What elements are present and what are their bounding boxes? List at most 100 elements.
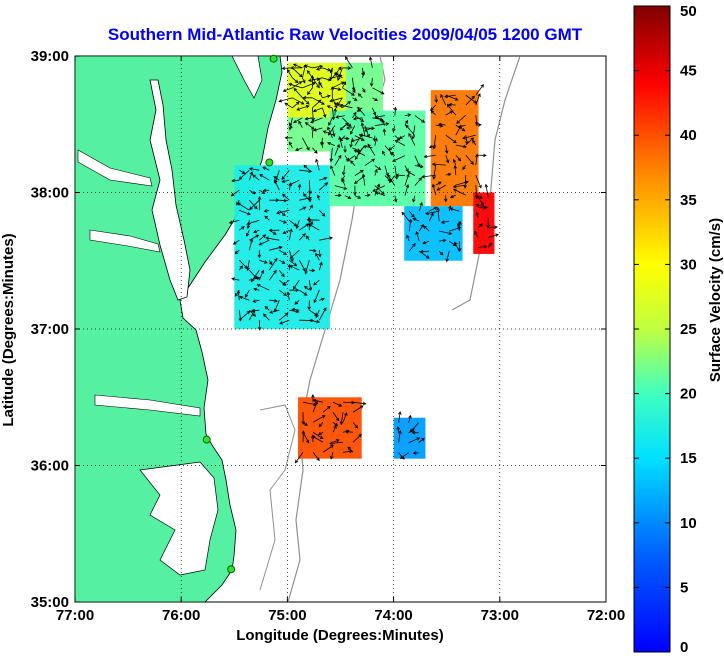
velocity-arrowhead (337, 102, 341, 106)
velocity-arrow (358, 93, 363, 99)
velocity-arrow (453, 184, 466, 188)
velocity-arrowhead (307, 306, 311, 311)
velocity-arrowhead (371, 126, 376, 131)
colorbar-tick-label: 10 (680, 515, 697, 532)
velocity-arrowhead (437, 181, 442, 185)
velocity-arrowhead (412, 451, 417, 455)
velocity-arrowhead (316, 457, 320, 462)
velocity-arrow (269, 299, 278, 302)
velocity-arrowhead (281, 273, 285, 278)
velocity-arrowhead (381, 119, 385, 124)
velocity-arrowhead (368, 56, 373, 61)
velocity-arrowhead (262, 234, 267, 238)
velocity-arrowhead (339, 103, 344, 108)
velocity-arrow (430, 110, 437, 116)
velocity-arrow (441, 220, 450, 223)
velocity-arrow (362, 87, 366, 93)
velocity-arrowhead (309, 204, 313, 209)
velocity-arrowhead (283, 220, 287, 224)
velocity-arrow (303, 193, 310, 201)
velocity-arrowhead (343, 149, 347, 153)
velocity-arrow (327, 105, 333, 109)
velocity-arrow (249, 199, 260, 210)
velocity-arrow (399, 135, 406, 139)
radar-station-marker (265, 158, 274, 167)
velocity-arrowhead (236, 202, 241, 206)
y-tick-label: 35:00 (31, 594, 69, 611)
land-mass (75, 56, 283, 602)
velocity-arrowhead (304, 270, 308, 275)
velocity-arrowhead (321, 101, 325, 105)
velocity-arrowhead (474, 230, 478, 235)
velocity-arrowhead (327, 405, 331, 410)
velocity-arrow (318, 421, 324, 427)
velocity-arrow (302, 77, 306, 83)
velocity-arrowhead (276, 211, 280, 215)
velocity-arrowhead (231, 178, 235, 183)
velocity-arrowhead (324, 182, 329, 186)
velocity-arrowhead (382, 128, 387, 133)
velocity-arrow (253, 288, 260, 291)
velocity-arrow (288, 122, 293, 129)
velocity-arrow (259, 234, 266, 241)
velocity-arrowhead (483, 153, 487, 158)
colorbar-tick-label: 5 (680, 579, 688, 596)
velocity-arrowhead (302, 95, 307, 100)
velocity-arrowhead (286, 69, 291, 73)
velocity-arrowhead (411, 428, 415, 432)
velocity-arrowhead (340, 81, 345, 85)
velocity-arrow (422, 240, 430, 244)
velocity-arrow (239, 296, 250, 301)
velocity-arrowhead (408, 132, 412, 137)
velocity-arrow (283, 87, 293, 92)
velocity-arrowhead (445, 258, 449, 263)
velocity-arrowhead (408, 414, 412, 419)
velocity-arrow (405, 124, 416, 136)
velocity-arrow (304, 285, 310, 291)
velocity-arrowhead (294, 147, 299, 152)
velocity-arrow (372, 107, 376, 116)
velocity-arrowhead (273, 176, 278, 180)
velocity-arrow (322, 95, 331, 99)
velocity-arrow (465, 95, 475, 106)
velocity-arrowhead (313, 299, 317, 304)
velocity-arrow (439, 230, 452, 235)
velocity-arrowhead (345, 136, 350, 141)
velocity-arrowhead (461, 127, 466, 132)
velocity-arrowhead (252, 299, 257, 303)
velocity-arrowhead (396, 137, 401, 141)
velocity-arrowhead (394, 140, 399, 144)
velocity-arrowhead (298, 81, 303, 85)
velocity-arrowhead (302, 233, 306, 237)
velocity-arrow (299, 206, 306, 211)
velocity-arrow (384, 165, 389, 176)
y-tick-label: 37:00 (31, 321, 69, 338)
velocity-arrowhead (312, 108, 317, 113)
velocity-arrowhead (329, 98, 334, 103)
velocity-arrowhead (334, 72, 339, 76)
velocity-arrow (237, 290, 240, 301)
velocity-arrowhead (333, 107, 337, 112)
velocity-arrow (334, 102, 343, 109)
velocity-arrow (302, 432, 310, 443)
velocity-arrow (387, 174, 396, 186)
velocity-arrowhead (335, 417, 340, 422)
velocity-arrowhead (359, 133, 363, 138)
velocity-arrow (310, 117, 323, 123)
velocity-arrow (328, 117, 333, 126)
velocity-arrow (455, 154, 461, 161)
velocity-arrow (299, 197, 312, 201)
velocity-arrowhead (320, 140, 325, 145)
velocity-arrow (257, 284, 270, 291)
velocity-arrow (374, 123, 389, 126)
velocity-arrow (332, 66, 342, 79)
velocity-arrow (465, 137, 474, 146)
velocity-arrowhead (357, 93, 362, 97)
velocity-arrowhead (302, 206, 307, 210)
velocity-arrow (425, 210, 440, 215)
velocity-arrowhead (406, 173, 410, 178)
velocity-arrowhead (376, 183, 381, 188)
velocity-arrowhead (412, 243, 416, 247)
velocity-arrow (475, 93, 481, 106)
velocity-arrowhead (283, 292, 287, 296)
